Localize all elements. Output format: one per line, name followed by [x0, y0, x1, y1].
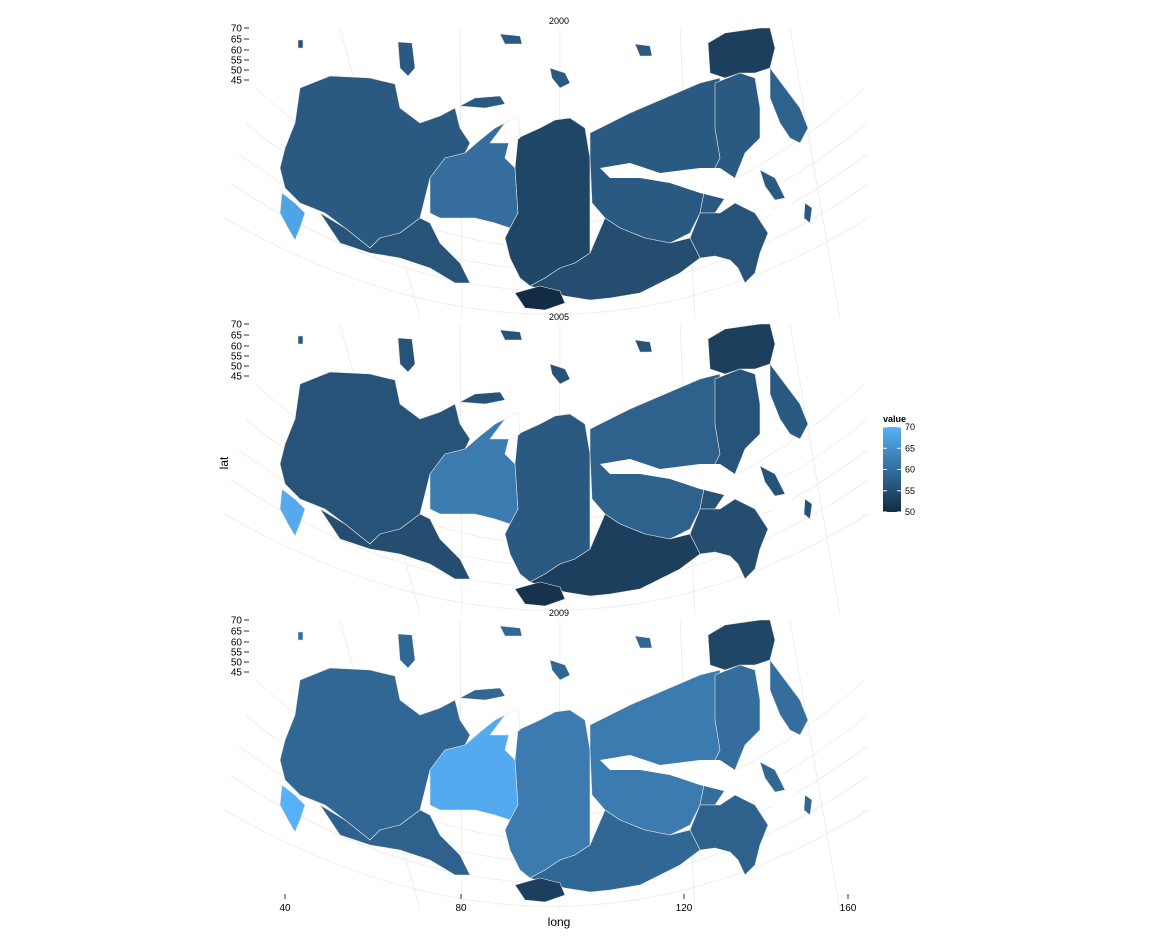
y-axis-title: lat [217, 456, 231, 469]
region-west [279, 371, 471, 545]
region-caucasus [279, 488, 306, 537]
y-tick-label: 65 [231, 627, 243, 638]
x-axis-title: long [548, 915, 571, 929]
island-region [759, 465, 786, 497]
region-fareast [689, 498, 769, 580]
island-region [397, 41, 416, 77]
island-region [459, 687, 506, 701]
y-tick-label: 50 [231, 658, 243, 669]
region-caucasus [279, 192, 306, 241]
y-tick-label: 55 [231, 352, 243, 363]
island-region [397, 337, 416, 373]
legend-label: 55 [905, 486, 915, 496]
region-belt [319, 212, 471, 284]
y-tick-label: 70 [231, 24, 243, 35]
region-belt [319, 508, 471, 580]
region-west [279, 75, 471, 249]
y-tick-label: 55 [231, 648, 243, 659]
region-fareast [689, 794, 769, 876]
island-region [499, 329, 523, 341]
y-tick-label: 50 [231, 362, 243, 373]
island-region [759, 761, 786, 793]
y-tick-label: 60 [231, 638, 243, 649]
y-tick-label: 65 [231, 331, 243, 342]
region-tuva [514, 877, 566, 903]
region-krasnoyarsk [504, 709, 591, 879]
region-krasnoyarsk [504, 117, 591, 287]
legend-label: 60 [905, 465, 915, 475]
y-tick-label: 70 [231, 320, 243, 331]
region-kamchatka [769, 363, 809, 440]
region-kaliningrad [297, 631, 304, 641]
panel-title: 2005 [549, 312, 569, 322]
island-region [634, 635, 653, 649]
y-tick-label: 50 [231, 66, 243, 77]
island-region [759, 169, 786, 201]
island-region [634, 339, 653, 353]
region-kaliningrad [297, 335, 304, 345]
region-caucasus [279, 784, 306, 833]
legend-label: 65 [905, 443, 915, 453]
island-region [549, 659, 571, 681]
y-tick-label: 60 [231, 342, 243, 353]
region-yamal-notch [489, 115, 521, 144]
panel-title: 2009 [549, 608, 569, 618]
region-west [279, 667, 471, 841]
region-krasnoyarsk [504, 413, 591, 583]
region-fareast [689, 202, 769, 284]
y-tick-label: 70 [231, 616, 243, 627]
x-tick-label: 160 [840, 903, 857, 914]
x-tick-label: 40 [279, 903, 291, 914]
region-siberia-s [529, 809, 701, 893]
y-tick-label: 60 [231, 46, 243, 57]
region-kaliningrad [297, 39, 304, 49]
facet-panels: 2000706560555045200570656055504520097065… [222, 16, 870, 911]
y-tick-label: 45 [231, 668, 243, 679]
island-region [397, 633, 416, 669]
island-region [499, 625, 523, 637]
region-tuva [514, 581, 566, 607]
region-yamal-notch [489, 411, 521, 440]
x-tick-label: 120 [676, 903, 693, 914]
x-tick-label: 80 [455, 903, 467, 914]
y-tick-label: 45 [231, 76, 243, 87]
color-legend: value 70 65 60 55 50 [883, 414, 915, 517]
region-siberia-s [529, 217, 701, 301]
island-region [803, 794, 813, 816]
region-chukotka [707, 619, 776, 671]
legend-colorbar [883, 427, 901, 512]
y-tick-label: 55 [231, 56, 243, 67]
island-region [803, 498, 813, 520]
island-region [549, 67, 571, 89]
y-tick-label: 45 [231, 372, 243, 383]
region-siberia-s [529, 513, 701, 597]
region-chukotka [707, 323, 776, 375]
island-region [803, 202, 813, 224]
region-kamchatka [769, 67, 809, 144]
island-region [549, 363, 571, 385]
legend-title: value [883, 414, 906, 424]
panel-title: 2000 [549, 16, 569, 26]
legend-label: 50 [905, 507, 915, 517]
region-belt [319, 804, 471, 876]
island-region [499, 33, 523, 45]
region-chukotka [707, 27, 776, 79]
legend-label: 70 [905, 422, 915, 432]
y-tick-label: 65 [231, 35, 243, 46]
region-kamchatka [769, 659, 809, 736]
island-region [459, 391, 506, 405]
island-region [459, 95, 506, 109]
x-axis-ticks: 40 80 120 160 [279, 894, 857, 914]
region-tuva [514, 285, 566, 311]
island-region [634, 43, 653, 57]
region-yamal-notch [489, 707, 521, 736]
